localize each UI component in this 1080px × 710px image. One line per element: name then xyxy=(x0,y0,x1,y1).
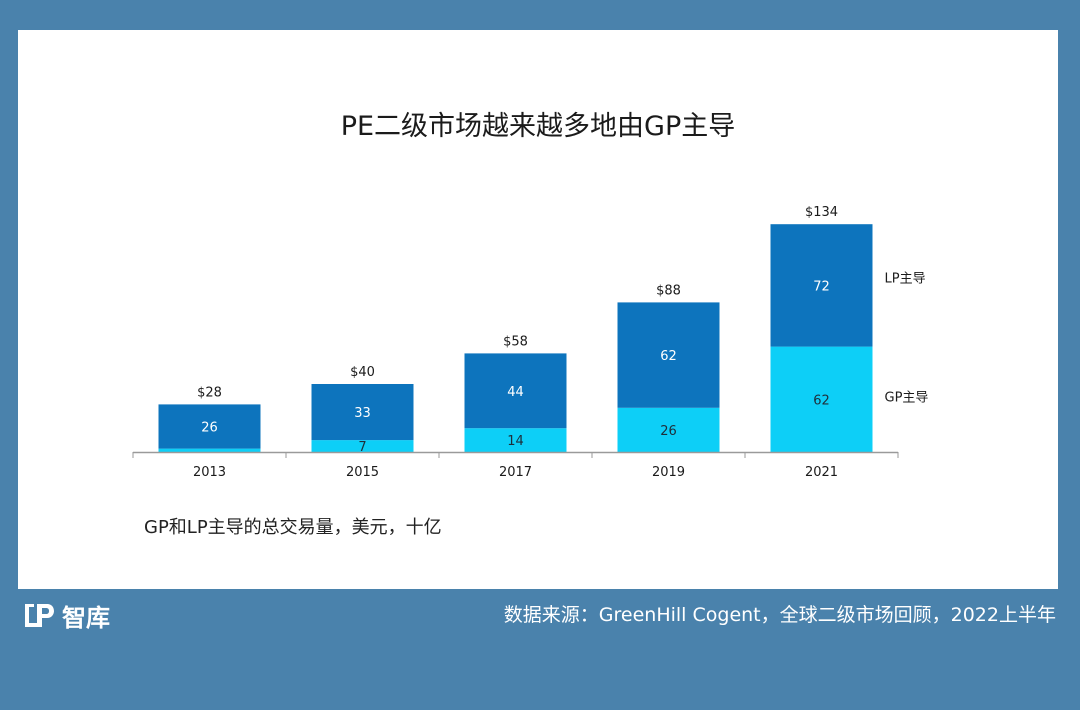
data-label-lp-2019: 62 xyxy=(660,349,677,364)
bar-gp-2019 xyxy=(617,407,720,452)
bar-lp-2013 xyxy=(158,404,261,449)
bar-lp-2017 xyxy=(464,353,567,429)
total-label-2019: $88 xyxy=(656,283,681,298)
brand-logo: 智库 xyxy=(22,598,110,633)
data-label-lp-2017: 44 xyxy=(507,385,524,400)
bar-lp-2021 xyxy=(770,224,873,347)
data-label-lp-2015: 33 xyxy=(354,406,371,421)
legend-gp: GP主导 xyxy=(885,390,929,405)
tick-label-2017: 2017 xyxy=(499,465,532,480)
source-note: 数据来源：GreenHill Cogent，全球二级市场回顾，2022上半年 xyxy=(503,604,1056,626)
total-label-2015: $40 xyxy=(350,365,375,380)
total-label-2021: $134 xyxy=(805,205,838,220)
bar-gp-2013 xyxy=(158,448,261,452)
tick-label-2013: 2013 xyxy=(193,465,226,480)
stacked-bar-chart: 26 $28 2013 7 33 $40 2015 14 44 $58 2017 26 62 $88 201… xyxy=(132,205,929,480)
bar-lp-2015 xyxy=(311,384,414,441)
bar-gp-2017 xyxy=(464,428,567,452)
tick-label-2021: 2021 xyxy=(805,465,838,480)
bar-gp-2021 xyxy=(770,346,873,452)
data-label-gp-2017: 14 xyxy=(507,434,524,449)
lp-logo-icon xyxy=(25,603,54,627)
bar-gp-2015 xyxy=(311,440,414,452)
total-label-2013: $28 xyxy=(197,385,222,400)
tick-label-2019: 2019 xyxy=(652,465,685,480)
data-label-lp-2013: 26 xyxy=(201,421,218,436)
chart-title: PE二级市场越来越多地由GP主导 xyxy=(340,111,736,142)
data-label-gp-2019: 26 xyxy=(660,424,677,439)
legend-lp: LP主导 xyxy=(885,271,926,286)
data-label-lp-2021: 72 xyxy=(813,279,830,294)
total-label-2017: $58 xyxy=(503,334,528,349)
data-label-gp-2021: 62 xyxy=(813,393,830,408)
bar-lp-2019 xyxy=(617,302,720,408)
tick-label-2015: 2015 xyxy=(346,465,379,480)
data-label-gp-2015: 7 xyxy=(358,440,366,455)
brand-name: 智库 xyxy=(62,604,110,632)
chart-card: PE二级市场越来越多地由GP主导 26 $28 2013 7 33 $40 2015 14 44… xyxy=(18,30,1058,589)
chart-caption: GP和LP主导的总交易量，美元，十亿 xyxy=(144,517,442,538)
